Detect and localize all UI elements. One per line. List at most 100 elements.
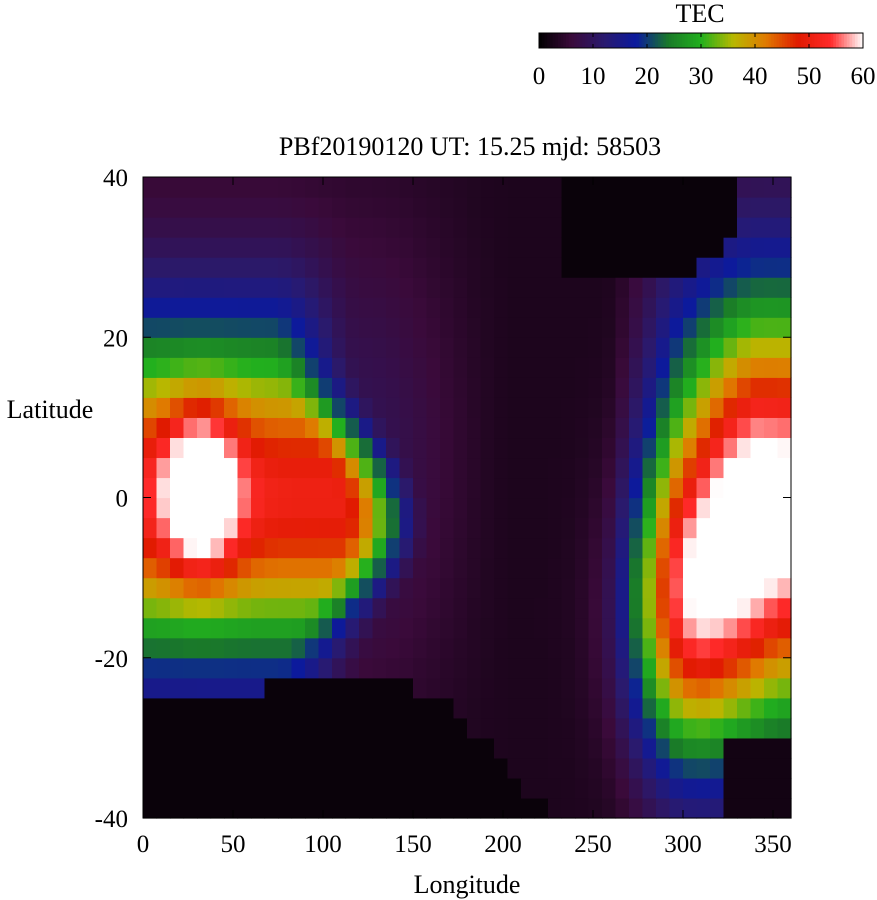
heatmap-cell bbox=[359, 277, 374, 298]
heatmap-cell bbox=[264, 177, 279, 198]
heatmap-cell bbox=[305, 577, 320, 599]
heatmap-cell bbox=[548, 237, 563, 258]
colorbar-cell bbox=[692, 33, 697, 48]
heatmap-cell bbox=[197, 297, 212, 318]
heatmap-cell bbox=[143, 197, 158, 218]
heatmap-cell bbox=[278, 257, 293, 278]
heatmap-cell bbox=[710, 577, 725, 599]
heatmap-cell bbox=[183, 597, 198, 619]
heatmap-cell bbox=[305, 477, 320, 499]
heatmap-cell bbox=[386, 557, 401, 579]
heatmap-cell bbox=[683, 737, 698, 759]
heatmap-cell bbox=[615, 797, 630, 819]
heatmap-cell bbox=[143, 497, 158, 519]
heatmap-cell bbox=[413, 417, 428, 439]
heatmap-cell bbox=[764, 417, 779, 439]
heatmap-cell bbox=[602, 797, 617, 819]
heatmap-cell bbox=[413, 257, 428, 278]
heatmap-cell bbox=[426, 597, 441, 619]
heatmap-cell bbox=[264, 417, 279, 439]
heatmap-cell bbox=[521, 477, 536, 499]
heatmap-cell bbox=[656, 617, 671, 639]
colorbar-cell bbox=[838, 33, 842, 48]
heatmap-cell bbox=[156, 757, 171, 779]
heatmap-cell bbox=[413, 597, 428, 619]
heatmap-cell bbox=[602, 597, 617, 619]
x-axis-label: Longitude bbox=[414, 870, 521, 899]
heatmap-cell bbox=[494, 257, 509, 278]
heatmap-cell bbox=[575, 457, 590, 479]
heatmap-cell bbox=[440, 297, 455, 318]
heatmap-cell bbox=[264, 257, 279, 278]
heatmap-cell bbox=[467, 557, 482, 579]
colorbar-cell bbox=[768, 33, 772, 48]
heatmap-cell bbox=[683, 617, 698, 639]
heatmap-cell bbox=[170, 457, 185, 479]
heatmap-cell bbox=[521, 457, 536, 479]
heatmap-cell bbox=[669, 257, 684, 278]
heatmap-cell bbox=[588, 497, 603, 519]
heatmap-cell bbox=[251, 777, 266, 799]
heatmap-cell bbox=[642, 477, 657, 499]
heatmap-cell bbox=[467, 637, 482, 659]
colorbar-cell bbox=[644, 33, 648, 48]
heatmap-cell bbox=[426, 417, 441, 439]
heatmap-cell bbox=[372, 437, 387, 459]
heatmap-cell bbox=[710, 257, 725, 278]
heatmap-cell bbox=[210, 517, 225, 539]
heatmap-cell bbox=[521, 317, 536, 338]
heatmap-cell bbox=[251, 597, 266, 619]
heatmap-cell bbox=[575, 197, 590, 218]
heatmap-cell bbox=[426, 217, 441, 238]
heatmap-cell bbox=[399, 277, 414, 298]
heatmap-cell bbox=[656, 597, 671, 619]
heatmap-cell bbox=[237, 797, 252, 819]
heatmap-cell bbox=[264, 237, 279, 258]
heatmap-cell bbox=[507, 477, 522, 499]
heatmap-cell bbox=[629, 317, 644, 338]
heatmap-cell bbox=[696, 717, 711, 739]
heatmap-cell bbox=[480, 277, 495, 298]
heatmap-cell bbox=[494, 317, 509, 338]
heatmap-cell bbox=[710, 497, 725, 519]
heatmap-cell bbox=[345, 637, 360, 659]
colorbar-cell bbox=[566, 33, 570, 48]
heatmap-cell bbox=[426, 237, 441, 258]
heatmap-cell bbox=[237, 397, 252, 418]
heatmap-cell bbox=[224, 357, 239, 378]
heatmap-cell bbox=[359, 217, 374, 238]
heatmap-cell bbox=[170, 297, 185, 318]
heatmap-cell bbox=[372, 477, 387, 499]
heatmap-cell bbox=[642, 257, 657, 278]
heatmap-cell bbox=[723, 397, 738, 418]
heatmap-cell bbox=[534, 257, 549, 278]
heatmap-cell bbox=[480, 617, 495, 639]
heatmap-cell bbox=[750, 777, 765, 799]
heatmap-cell bbox=[588, 677, 603, 699]
heatmap-cell bbox=[737, 757, 752, 779]
heatmap-cell bbox=[197, 757, 212, 779]
heatmap-cell bbox=[494, 357, 509, 378]
heatmap-cell bbox=[602, 397, 617, 418]
heatmap-cell bbox=[561, 777, 576, 799]
heatmap-cell bbox=[440, 257, 455, 278]
heatmap-cell bbox=[440, 737, 455, 759]
heatmap-cell bbox=[372, 257, 387, 278]
heatmap-cell bbox=[237, 517, 252, 539]
heatmap-cell bbox=[683, 517, 698, 539]
heatmap-cell bbox=[359, 477, 374, 499]
heatmap-cell bbox=[237, 177, 252, 198]
heatmap-cell bbox=[737, 237, 752, 258]
heatmap-cell bbox=[264, 737, 279, 759]
heatmap-cell bbox=[345, 557, 360, 579]
heatmap-cell bbox=[453, 657, 468, 679]
heatmap-cell bbox=[507, 717, 522, 739]
heatmap-cell bbox=[318, 237, 333, 258]
heatmap-cell bbox=[507, 617, 522, 639]
heatmap-cell bbox=[737, 557, 752, 579]
heatmap-cell bbox=[507, 517, 522, 539]
heatmap-cell bbox=[534, 297, 549, 318]
heatmap-cell bbox=[548, 597, 563, 619]
colorbar-cell bbox=[752, 33, 756, 48]
heatmap-cell bbox=[305, 257, 320, 278]
